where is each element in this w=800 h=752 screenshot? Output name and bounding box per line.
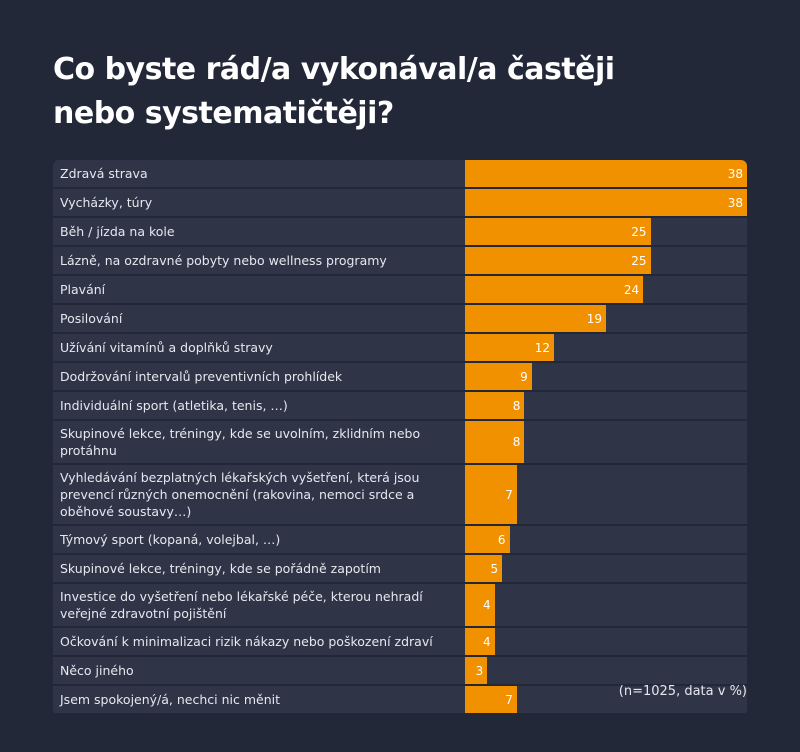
category-label: Týmový sport (kopaná, volejbal, …) [60, 532, 281, 547]
category-label: Individuální sport (atletika, tenis, …) [60, 398, 288, 413]
row: Investice do vyšetření nebo lékařské péč… [53, 584, 747, 626]
value-label: 25 [631, 253, 647, 268]
value-label: 38 [727, 195, 743, 210]
category-label: Něco jiného [60, 663, 134, 678]
value-label: 4 [483, 634, 491, 649]
value-label: 5 [490, 561, 499, 576]
category-label: Dodržování intervalů preventivních prohl… [60, 369, 343, 384]
bar-area: 9 [465, 363, 747, 390]
bar-area: 3 [465, 657, 747, 684]
row: Individuální sport (atletika, tenis, …) 8 [53, 392, 747, 419]
bar: 25 [465, 247, 651, 274]
row: Týmový sport (kopaná, volejbal, …) 6 [53, 526, 747, 553]
bar: 8 [465, 392, 525, 419]
bar-area: 38 [465, 160, 747, 187]
value-label: 24 [623, 282, 640, 297]
bar-area: 24 [465, 276, 747, 303]
value-label: 19 [586, 311, 602, 326]
bar: 38 [465, 160, 747, 187]
value-label: 9 [520, 369, 528, 384]
category-label: Vyhledávání bezplatných lékařských vyšet… [60, 470, 420, 519]
bar-area: 8 [465, 392, 747, 419]
bar-area: 7 [465, 465, 747, 524]
value-label: 6 [497, 532, 506, 547]
row: Skupinové lekce, tréningy, kde se uvolní… [53, 421, 747, 463]
category-label: Skupinové lekce, tréningy, kde se pořádn… [60, 561, 381, 576]
category-label: Plavání [60, 282, 106, 297]
category-label: Zdravá strava [60, 166, 148, 181]
row: Lázně, na ozdravné pobyty nebo wellness … [53, 247, 747, 274]
bar-area: 6 [465, 526, 747, 553]
bar: 38 [465, 189, 747, 216]
row: Očkování k minimalizaci rizik nákazy neb… [53, 628, 747, 655]
category-label: Běh / jízda na kole [60, 224, 175, 239]
category-label: Lázně, na ozdravné pobyty nebo wellness … [60, 253, 387, 268]
row: Skupinové lekce, tréningy, kde se pořádn… [53, 555, 747, 582]
category-label: Posilování [60, 311, 123, 326]
category-label: Skupinové lekce, tréningy, kde se uvolní… [60, 426, 421, 458]
bar: 4 [465, 584, 495, 626]
bar: 5 [465, 555, 503, 582]
row: Plavání 24 [53, 276, 747, 303]
value-label: 4 [483, 598, 491, 612]
category-label: Vycházky, túry [60, 195, 153, 210]
bar: 7 [465, 465, 517, 524]
row: Dodržování intervalů preventivních prohl… [53, 363, 747, 390]
bar: 9 [465, 363, 532, 390]
row: Něco jiného 3 [53, 657, 747, 684]
value-label: 25 [631, 224, 647, 239]
bar: 12 [465, 334, 555, 361]
bar: 4 [465, 628, 495, 655]
value-label: 7 [505, 692, 513, 707]
chart-title: Co byste rád/a vykonával/a častěji nebo … [53, 52, 615, 131]
category-label: Užívání vitamínů a doplňků stravy [60, 340, 273, 355]
value-label: 8 [512, 398, 521, 413]
value-label: 38 [727, 166, 743, 181]
row: Vyhledávání bezplatných lékařských vyšet… [53, 465, 747, 524]
row: Zdravá strava 38 [53, 160, 747, 187]
category-label: Očkování k minimalizaci rizik nákazy neb… [60, 634, 433, 649]
category-label: Investice do vyšetření nebo lékařské péč… [60, 589, 423, 621]
bar: 19 [465, 305, 606, 332]
bar-area: 5 [465, 555, 747, 582]
bar-area: 38 [465, 189, 747, 216]
note: (n=1025, data v %) [618, 684, 747, 699]
row: Posilování 19 [53, 305, 747, 332]
row: Vycházky, túry 38 [53, 189, 747, 216]
chart: Zdravá strava 38 Vycházky, túry 38 Běh / jíz… [53, 160, 747, 715]
bar-area: 7 [465, 686, 747, 713]
bar: 3 [465, 657, 488, 684]
bar-area: 12 [465, 334, 747, 361]
bar-area: 4 [465, 584, 747, 626]
row: Běh / jízda na kole 25 [53, 218, 747, 245]
value-label: 3 [475, 663, 484, 678]
bar: 24 [465, 276, 644, 303]
category-label: Jsem spokojený/á, nechci nic měnit [60, 692, 281, 707]
bar-area: 8 [465, 421, 747, 463]
bar-area: 25 [465, 247, 747, 274]
bar: 6 [465, 526, 510, 553]
bar: 25 [465, 218, 651, 245]
bar: 7 [465, 686, 517, 713]
value-label: 7 [505, 487, 513, 502]
bar: 8 [465, 421, 525, 463]
bar-area: 25 [465, 218, 747, 245]
row: Užívání vitamínů a doplňků stravy 12 [53, 334, 747, 361]
row: Jsem spokojený/á, nechci nic měnit 7 [53, 686, 747, 713]
bar-area: 19 [465, 305, 747, 332]
value-label: 12 [534, 340, 551, 355]
value-label: 8 [512, 435, 521, 449]
bar-area: 4 [465, 628, 747, 655]
